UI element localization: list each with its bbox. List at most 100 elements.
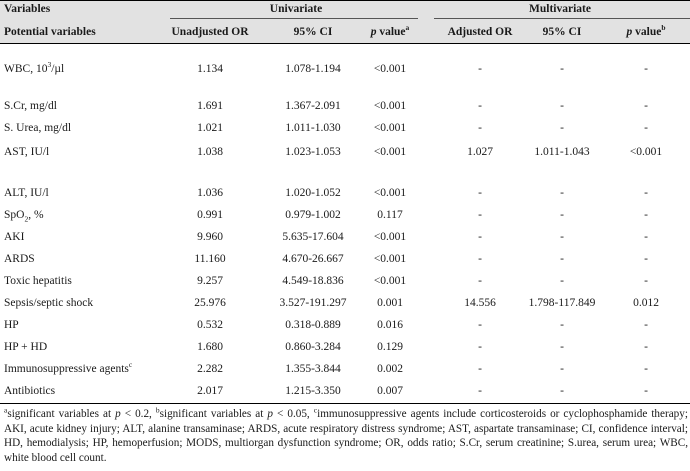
row-variable-label: HP + HD: [4, 341, 48, 353]
cell-ci-univariate: 0.860-3.284: [285, 341, 341, 353]
cell-p-univariate: 0.007: [377, 385, 403, 397]
cell-p-multivariate: 0.012: [633, 297, 659, 309]
cell-p-univariate: 0.002: [377, 363, 403, 375]
cell-ci-multivariate: -: [560, 341, 564, 353]
cell-adjusted-or: -: [478, 253, 482, 265]
cell-ci-univariate: 0.979-1.002: [285, 209, 341, 221]
row-variable-label: HP: [4, 319, 19, 331]
cell-adjusted-or: -: [478, 341, 482, 353]
cell-unadjusted-or: 11.160: [194, 253, 226, 265]
header-band-top: [0, 0, 690, 19]
cell-ci-univariate: 1.367-2.091: [285, 100, 341, 112]
cell-p-univariate: <0.001: [373, 122, 407, 134]
cell-ci-multivariate: -: [560, 187, 564, 199]
row-variable-label: SpO2, %: [4, 209, 44, 224]
cell-ci-univariate: 1.023-1.053: [285, 146, 341, 158]
cell-unadjusted-or: 9.960: [197, 231, 223, 243]
cell-p-multivariate: -: [644, 122, 648, 134]
cell-p-univariate: 0.001: [377, 297, 403, 309]
cell-ci-multivariate: 1.011-1.043: [534, 146, 590, 158]
cell-unadjusted-or: 1.134: [197, 63, 223, 75]
cell-adjusted-or: -: [478, 385, 482, 397]
cell-ci-univariate: 1.355-3.844: [285, 363, 341, 375]
header-variables: Variables: [4, 3, 51, 15]
cell-adjusted-or: -: [478, 319, 482, 331]
cell-unadjusted-or: 0.991: [197, 209, 223, 221]
row-variable-label: Toxic hepatitis: [4, 275, 72, 287]
cell-adjusted-or: -: [478, 187, 482, 199]
cell-ci-univariate: 1.020-1.052: [285, 187, 341, 199]
cell-ci-univariate: 1.078-1.194: [285, 63, 341, 75]
cell-ci-multivariate: -: [560, 209, 564, 221]
cell-ci-univariate: 0.318-0.889: [285, 319, 341, 331]
cell-p-univariate: <0.001: [373, 275, 407, 287]
cell-unadjusted-or: 9.257: [197, 275, 223, 287]
cell-p-multivariate: -: [644, 341, 648, 353]
cell-ci-multivariate: -: [560, 100, 564, 112]
row-variable-label: S. Urea, mg/dl: [4, 122, 72, 134]
cell-p-multivariate: -: [644, 319, 648, 331]
cell-adjusted-or: -: [478, 209, 482, 221]
cell-ci-multivariate: -: [560, 231, 564, 243]
cell-p-multivariate: -: [644, 385, 648, 397]
cell-ci-multivariate: -: [560, 363, 564, 375]
cell-unadjusted-or: 1.691: [197, 100, 223, 112]
cell-unadjusted-or: 2.017: [197, 385, 223, 397]
header-univariate: Univariate: [269, 3, 323, 15]
table-footnote: asignificant variables at p < 0.2, bsign…: [4, 405, 688, 464]
header-adjusted-or: Adjusted OR: [447, 26, 513, 38]
cell-ci-univariate: 1.215-3.350: [285, 385, 341, 397]
cell-p-multivariate: -: [644, 209, 648, 221]
cell-p-multivariate: -: [644, 100, 648, 112]
cell-ci-multivariate: -: [560, 63, 564, 75]
cell-p-multivariate: -: [644, 231, 648, 243]
cell-adjusted-or: -: [478, 100, 482, 112]
cell-p-univariate: 0.016: [377, 319, 403, 331]
row-variable-label: S.Cr, mg/dl: [4, 100, 57, 112]
cell-p-univariate: <0.001: [373, 231, 407, 243]
cell-adjusted-or: -: [478, 363, 482, 375]
cell-p-multivariate: <0.001: [629, 146, 663, 158]
header-unadjusted-or: Unadjusted OR: [171, 26, 249, 38]
cell-p-multivariate: -: [644, 63, 648, 75]
row-variable-label: ARDS: [4, 253, 35, 265]
header-ci-multivariate: 95% CI: [542, 26, 582, 38]
cell-unadjusted-or: 0.532: [197, 319, 223, 331]
header-p-multivariate: p valueb: [626, 23, 666, 38]
cell-unadjusted-or: 1.680: [197, 341, 223, 353]
row-variable-label: AST, IU/l: [4, 146, 50, 158]
cell-ci-univariate: 4.549-18.836: [282, 275, 344, 287]
table-bottom-rule: [0, 403, 690, 404]
cell-p-univariate: <0.001: [373, 146, 407, 158]
multivariate-underline: [434, 18, 690, 19]
cell-p-multivariate: -: [644, 363, 648, 375]
cell-adjusted-or: -: [478, 231, 482, 243]
cell-adjusted-or: 1.027: [467, 146, 493, 158]
cell-unadjusted-or: 1.036: [197, 187, 223, 199]
cell-p-univariate: <0.001: [373, 253, 407, 265]
row-variable-label: Sepsis/septic shock: [4, 297, 94, 309]
cell-ci-multivariate: -: [560, 275, 564, 287]
cell-p-univariate: 0.117: [377, 209, 403, 221]
header-potential-variables: Potential variables: [4, 26, 96, 38]
cell-adjusted-or: 14.556: [464, 297, 496, 309]
header-ci-univariate: 95% CI: [293, 26, 333, 38]
header-p-univariate: p valuea: [370, 23, 410, 38]
cell-unadjusted-or: 25.976: [194, 297, 226, 309]
cell-ci-multivariate: -: [560, 319, 564, 331]
cell-unadjusted-or: 1.021: [197, 122, 223, 134]
cell-p-multivariate: -: [644, 275, 648, 287]
cell-adjusted-or: -: [478, 122, 482, 134]
header-multivariate: Multivariate: [529, 3, 591, 15]
cell-p-univariate: <0.001: [373, 63, 407, 75]
cell-ci-multivariate: -: [560, 122, 564, 134]
cell-ci-univariate: 5.635-17.604: [282, 231, 344, 243]
row-variable-label: Antibiotics: [4, 385, 56, 397]
cell-ci-univariate: 3.527-191.297: [279, 297, 347, 309]
cell-ci-multivariate: -: [560, 385, 564, 397]
row-variable-label: AKI: [4, 231, 25, 243]
header-band-sub: [0, 18, 690, 44]
row-variable-label: WBC, 103/µl: [4, 60, 65, 75]
cell-ci-univariate: 1.011-1.030: [285, 122, 341, 134]
